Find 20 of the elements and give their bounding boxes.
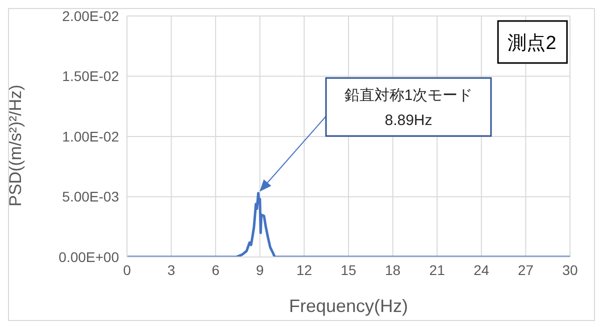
annotation: 鉛直対称1次モード 8.89Hz: [344, 87, 473, 129]
x-tick-label: 12: [296, 262, 312, 278]
annotation: 測点2: [508, 33, 556, 54]
y-tick-label: 5.00E-03: [62, 188, 120, 205]
x-tick-label: 9: [256, 262, 264, 278]
x-axis-title: Frequency(Hz): [288, 296, 408, 316]
x-tick-label: 30: [562, 262, 578, 278]
x-tick-label: 27: [518, 262, 534, 278]
x-tick-label: 21: [429, 262, 446, 278]
x-tick-label: 24: [474, 262, 490, 278]
x-tick-label: 3: [167, 262, 176, 278]
y-tick-label: 2.00E-02: [62, 8, 120, 24]
y-axis-title: PSD((m/s²)²/Hz): [6, 84, 26, 206]
x-tick-label: 18: [385, 262, 401, 278]
x-tick-label: 0: [123, 262, 132, 278]
y-tick-label: 1.00E-02: [62, 128, 120, 144]
x-tick-label: 15: [340, 262, 356, 278]
x-tick-label: 6: [212, 262, 220, 278]
y-tick-label: 0.00E+00: [58, 248, 120, 265]
y-tick-label: 1.50E-02: [62, 68, 120, 84]
